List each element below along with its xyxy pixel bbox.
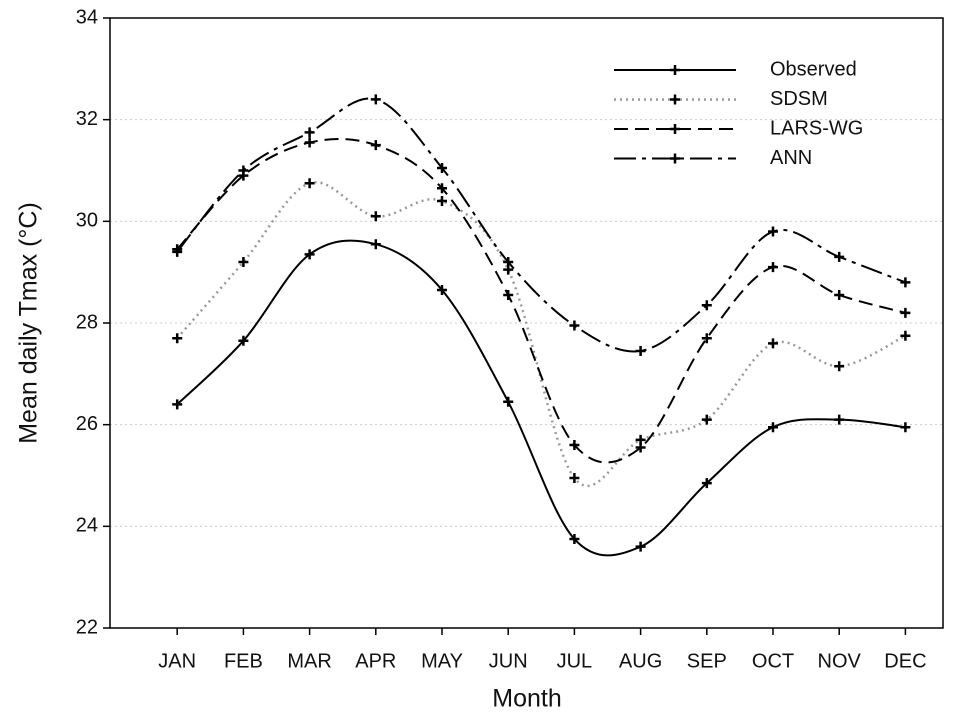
marker [701, 414, 712, 425]
marker [503, 290, 514, 301]
x-axis-title: Month [492, 685, 561, 713]
x-tick-label: JUL [557, 650, 593, 672]
marker [172, 333, 183, 344]
marker [172, 399, 183, 410]
marker [701, 300, 712, 311]
plot-frame [109, 17, 944, 629]
y-tick-label: 24 [76, 515, 98, 537]
y-tick-label: 22 [76, 616, 98, 638]
marker [768, 226, 778, 237]
x-tick-label: JUN [489, 650, 528, 672]
marker [900, 277, 911, 288]
x-tick-label: DEC [884, 650, 926, 672]
marker [900, 307, 911, 318]
x-tick-label: AUG [619, 650, 662, 672]
legend-label: SDSM [770, 88, 828, 110]
marker [635, 345, 646, 356]
marker [370, 211, 381, 222]
y-axis-title: Mean daily Tmax (°C) [15, 202, 43, 444]
x-tick-label: OCT [752, 650, 794, 672]
marker [437, 183, 447, 194]
marker [304, 249, 315, 260]
marker [304, 178, 315, 189]
y-tick-label: 30 [76, 210, 98, 232]
y-tick-label: 34 [76, 6, 98, 28]
series-line [176, 239, 906, 557]
marker [304, 127, 315, 138]
legend-marker [670, 94, 680, 105]
marker [569, 440, 580, 450]
x-tick-label: SEP [687, 650, 727, 672]
marker [503, 396, 514, 407]
marker [768, 422, 778, 433]
legend-marker [670, 153, 680, 164]
x-tick-label: FEB [224, 650, 263, 672]
marker [569, 473, 580, 484]
marker [900, 330, 911, 341]
x-tick-label: NOV [818, 650, 862, 672]
series-line [176, 137, 906, 464]
marker [834, 414, 845, 425]
series-line [176, 180, 906, 488]
marker [238, 165, 249, 176]
marker [900, 422, 911, 433]
legend-label: ANN [770, 147, 812, 169]
x-tick-label: JAN [158, 650, 196, 672]
marker [701, 478, 712, 489]
marker [437, 196, 447, 206]
marker [635, 541, 646, 552]
marker [172, 246, 183, 257]
marker [834, 251, 845, 262]
x-tick-label: APR [355, 650, 396, 672]
marker [370, 239, 381, 250]
y-tick-label: 32 [76, 108, 98, 130]
marker [569, 320, 580, 331]
marker [437, 162, 447, 173]
marker [238, 335, 249, 346]
legend-label: Observed [770, 58, 857, 80]
marker [238, 257, 249, 267]
marker [503, 257, 514, 267]
legend-marker [670, 65, 680, 75]
marker [370, 140, 381, 151]
marker [370, 94, 381, 105]
marker [768, 262, 778, 273]
marker [701, 333, 712, 344]
marker [834, 361, 845, 372]
y-tick-label: 28 [76, 311, 98, 333]
x-tick-label: MAY [421, 650, 463, 672]
y-tick-label: 26 [76, 413, 98, 435]
marker [768, 338, 778, 349]
legend-label: LARS-WG [770, 117, 863, 139]
marker [834, 290, 845, 301]
marker [569, 534, 580, 545]
legend-marker [670, 124, 680, 134]
x-tick-label: MAR [287, 650, 331, 672]
marker [635, 442, 646, 453]
marker [304, 137, 315, 148]
marker [437, 284, 447, 295]
